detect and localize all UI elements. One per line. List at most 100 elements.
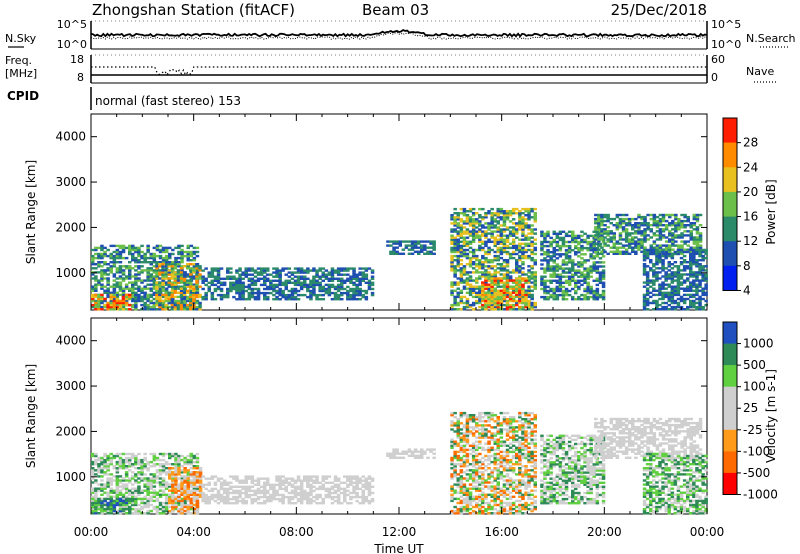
heatmap-cell	[149, 275, 153, 278]
heatmap-cell	[527, 289, 531, 292]
heatmap-cell	[598, 295, 603, 299]
heatmap-cell	[161, 509, 166, 513]
heatmap-cell	[229, 281, 233, 284]
heatmap-cell	[453, 236, 457, 239]
heatmap-cell	[645, 271, 650, 274]
heatmap-cell	[459, 295, 464, 299]
heatmap-cell	[103, 273, 107, 276]
heatmap-cell	[216, 275, 221, 278]
heatmap-cell	[515, 269, 519, 272]
heatmap-cell	[278, 277, 282, 280]
heatmap-cell	[631, 246, 635, 249]
heatmap-cell	[676, 301, 681, 305]
heatmap-cell	[670, 271, 675, 274]
heatmap-cell	[330, 283, 335, 287]
heatmap-cell	[478, 261, 482, 264]
heatmap-cell	[171, 487, 175, 490]
heatmap-cell	[527, 207, 531, 211]
heatmap-cell	[189, 305, 193, 309]
heatmap-cell	[340, 293, 344, 297]
heatmap-cell	[552, 271, 556, 274]
heatmap-cell	[465, 222, 470, 225]
heatmap-cell	[502, 238, 507, 241]
heatmap-cell	[118, 254, 123, 258]
cpid-label: CPID	[7, 89, 39, 103]
heatmap-cell	[664, 291, 668, 294]
heatmap-cell	[533, 305, 537, 309]
heatmap-cell	[155, 267, 159, 270]
colorbar-tick-label: 20	[743, 185, 758, 199]
heatmap-cell	[149, 460, 153, 464]
heatmap-cell	[210, 275, 215, 278]
heatmap-cell	[686, 244, 690, 247]
heatmap-cell	[603, 230, 607, 233]
heatmap-cell	[676, 265, 681, 268]
heatmap-cell	[577, 240, 581, 244]
heatmap-cell	[361, 295, 365, 299]
heatmap-cell	[686, 308, 690, 311]
heatmap-cell	[643, 217, 647, 221]
heatmap-cell	[640, 240, 644, 243]
heatmap-cell	[655, 277, 659, 280]
heatmap-cell	[171, 463, 175, 466]
heatmap-cell	[168, 475, 172, 478]
heatmap-cell	[462, 305, 467, 309]
heatmap-cell	[679, 299, 684, 303]
heatmap-cell	[652, 308, 656, 311]
heatmap-cell	[155, 289, 159, 292]
heatmap-cell	[189, 493, 194, 496]
heatmap-cell	[649, 224, 653, 227]
heatmap-cell	[453, 254, 457, 258]
heatmap-cell	[152, 475, 157, 478]
heatmap-cell	[580, 275, 584, 278]
heatmap-cell	[131, 256, 135, 260]
heatmap-cell	[97, 246, 101, 250]
heatmap-cell	[284, 298, 288, 301]
heatmap-cell	[177, 469, 181, 472]
heatmap-cell	[131, 281, 135, 284]
heatmap-cell	[586, 271, 590, 274]
heatmap-cell	[698, 295, 702, 299]
heatmap-cell	[677, 244, 681, 247]
heatmap-cell	[189, 503, 194, 507]
heatmap-cell	[701, 287, 705, 290]
heatmap-cell	[598, 242, 603, 246]
heatmap-cell	[287, 271, 292, 274]
heatmap-cell	[515, 222, 519, 225]
heatmap-cell	[692, 238, 697, 241]
heatmap-cell	[601, 255, 606, 258]
heatmap-cell	[213, 279, 218, 282]
heatmap-cell	[158, 299, 162, 303]
heatmap-cell	[349, 277, 353, 280]
heatmap-cell	[124, 483, 129, 486]
heatmap-cell	[493, 279, 497, 282]
heatmap-cell	[336, 283, 341, 287]
heatmap-cell	[677, 219, 681, 223]
heatmap-cell	[134, 308, 138, 311]
heatmap-cell	[94, 299, 98, 303]
heatmap-cell	[527, 224, 531, 227]
heatmap-cell	[634, 240, 638, 243]
heatmap-cell	[646, 224, 650, 227]
heatmap-cell	[552, 289, 556, 293]
colorbar-tick-label: 16	[743, 210, 758, 224]
heatmap-cell	[395, 242, 399, 245]
heatmap-cell	[645, 275, 650, 278]
heatmap-cell	[275, 283, 279, 287]
heatmap-cell	[496, 246, 500, 250]
heatmap-cell	[167, 265, 171, 268]
heatmap-cell	[318, 283, 322, 287]
heatmap-cell	[496, 301, 500, 305]
heatmap-cell	[94, 460, 98, 464]
heatmap-cell	[567, 267, 572, 270]
heatmap-cell	[673, 291, 678, 294]
heatmap-cell	[91, 503, 95, 507]
heatmap-cell	[109, 252, 113, 256]
heatmap-cell	[137, 497, 141, 501]
heatmap-cell	[309, 285, 313, 289]
heatmap-cell	[263, 281, 267, 284]
heatmap-cell	[216, 287, 221, 291]
heatmap-cell	[198, 485, 203, 488]
heatmap-cell	[155, 463, 160, 466]
heatmap-cell	[689, 283, 693, 286]
